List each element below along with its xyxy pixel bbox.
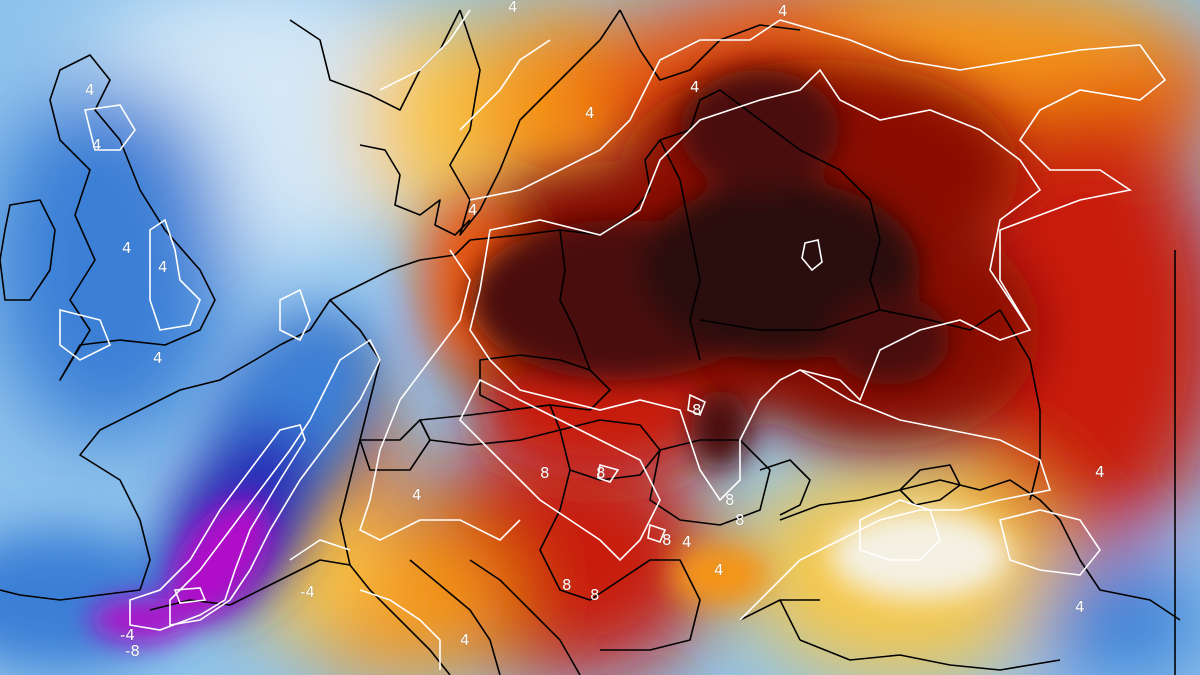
contour-label: 8 (540, 464, 550, 482)
border-switzerland (359, 419, 431, 471)
italy-outline (349, 559, 501, 675)
field-core-tongue (690, 390, 750, 470)
contour-label: 8 (562, 576, 572, 594)
contour-label: 4 (460, 631, 470, 649)
med-coast-france (149, 559, 351, 611)
contour-small-1 (687, 393, 707, 417)
border-balkans (539, 469, 701, 651)
contour-label: 4 (714, 561, 724, 579)
contour-minus8-france (129, 424, 306, 631)
country-borders (0, 9, 1181, 675)
contour-label: 8 (735, 511, 745, 529)
border-romania (649, 439, 771, 526)
contour-label: 8 (662, 531, 672, 549)
adriatic-coast (469, 559, 581, 675)
field-black-sea-white (830, 510, 1010, 600)
contour-label: -4 (120, 626, 135, 644)
contour-plus4-east (779, 19, 1167, 331)
contour-plus8-ring (469, 68, 1042, 502)
black-sea-coast (779, 479, 1181, 621)
france-west-coast (79, 379, 221, 591)
contour-minus4-britain (59, 104, 201, 361)
contour-black-sea (859, 499, 1101, 576)
contour-minus4-france (169, 338, 381, 626)
contour-label: 4 (468, 201, 478, 219)
contour-label: 4 (1095, 463, 1105, 481)
denmark-coastline (359, 144, 471, 236)
contour-label: 4 (682, 533, 692, 551)
finland-coast (619, 9, 801, 81)
field-scandinavia-west (360, 10, 500, 230)
contour-plus4-south (739, 369, 1052, 621)
field-caucasus (1030, 560, 1200, 675)
contour-labels: 4 4 4 4 4 4 4 4 4 4 4 8 8 8 8 8 8 8 4 4 … (85, 0, 1106, 661)
border-czech (479, 354, 611, 411)
iberia-north (0, 589, 141, 601)
border-ukraine-north (699, 309, 1001, 331)
contour-plus4-italy (289, 539, 441, 670)
border-belarus-russia (719, 89, 881, 311)
contour-label: -4 (300, 583, 315, 601)
border-turkey (739, 599, 820, 641)
contour-label: 4 (1075, 598, 1085, 616)
contour-label: 8 (590, 586, 600, 604)
field-britain (0, 80, 230, 440)
border-hungary (559, 419, 661, 481)
field-core-south (830, 295, 950, 385)
field-purple-tail (90, 598, 190, 642)
border-russia-ukraine-east (999, 309, 1041, 501)
field-core-north (680, 70, 840, 190)
contour-small-3 (647, 523, 667, 543)
contour-core-diamond (801, 239, 823, 272)
north-sea-coast-continent (219, 239, 471, 381)
contour-label: -8 (125, 642, 140, 660)
contour-label: 4 (158, 258, 168, 276)
ireland-coastline (0, 199, 56, 301)
black-sea-south (799, 639, 1061, 671)
contour-label: 4 (508, 0, 518, 16)
border-poland-belarus (659, 139, 701, 361)
contour-label: 8 (692, 401, 702, 419)
contour-label: 4 (153, 349, 163, 367)
contour-label: 4 (92, 136, 102, 154)
border-france-germany (329, 299, 381, 566)
contour-plus4-main (359, 9, 781, 541)
contour-minus4-benelux (279, 288, 311, 342)
baltic-coast (469, 89, 721, 241)
contour-lines (59, 9, 1167, 670)
contour-small-4 (173, 587, 207, 604)
contour-label: 4 (122, 239, 132, 257)
border-moldova (759, 459, 811, 516)
sweden-coastline (449, 9, 621, 236)
britain-coastline (49, 54, 216, 381)
contour-label: 4 (690, 78, 700, 96)
border-germany-poland (559, 229, 591, 371)
field-purple-core (168, 498, 272, 622)
contour-label: 4 (412, 486, 422, 504)
contour-small-2 (597, 463, 620, 483)
contour-label: 4 (585, 104, 595, 122)
contour-label: 4 (778, 2, 788, 20)
contour-label: 8 (596, 464, 606, 482)
contour-label: 8 (725, 491, 735, 509)
contour-plus8-balkans (459, 378, 661, 562)
contour-label: 4 (85, 81, 95, 99)
